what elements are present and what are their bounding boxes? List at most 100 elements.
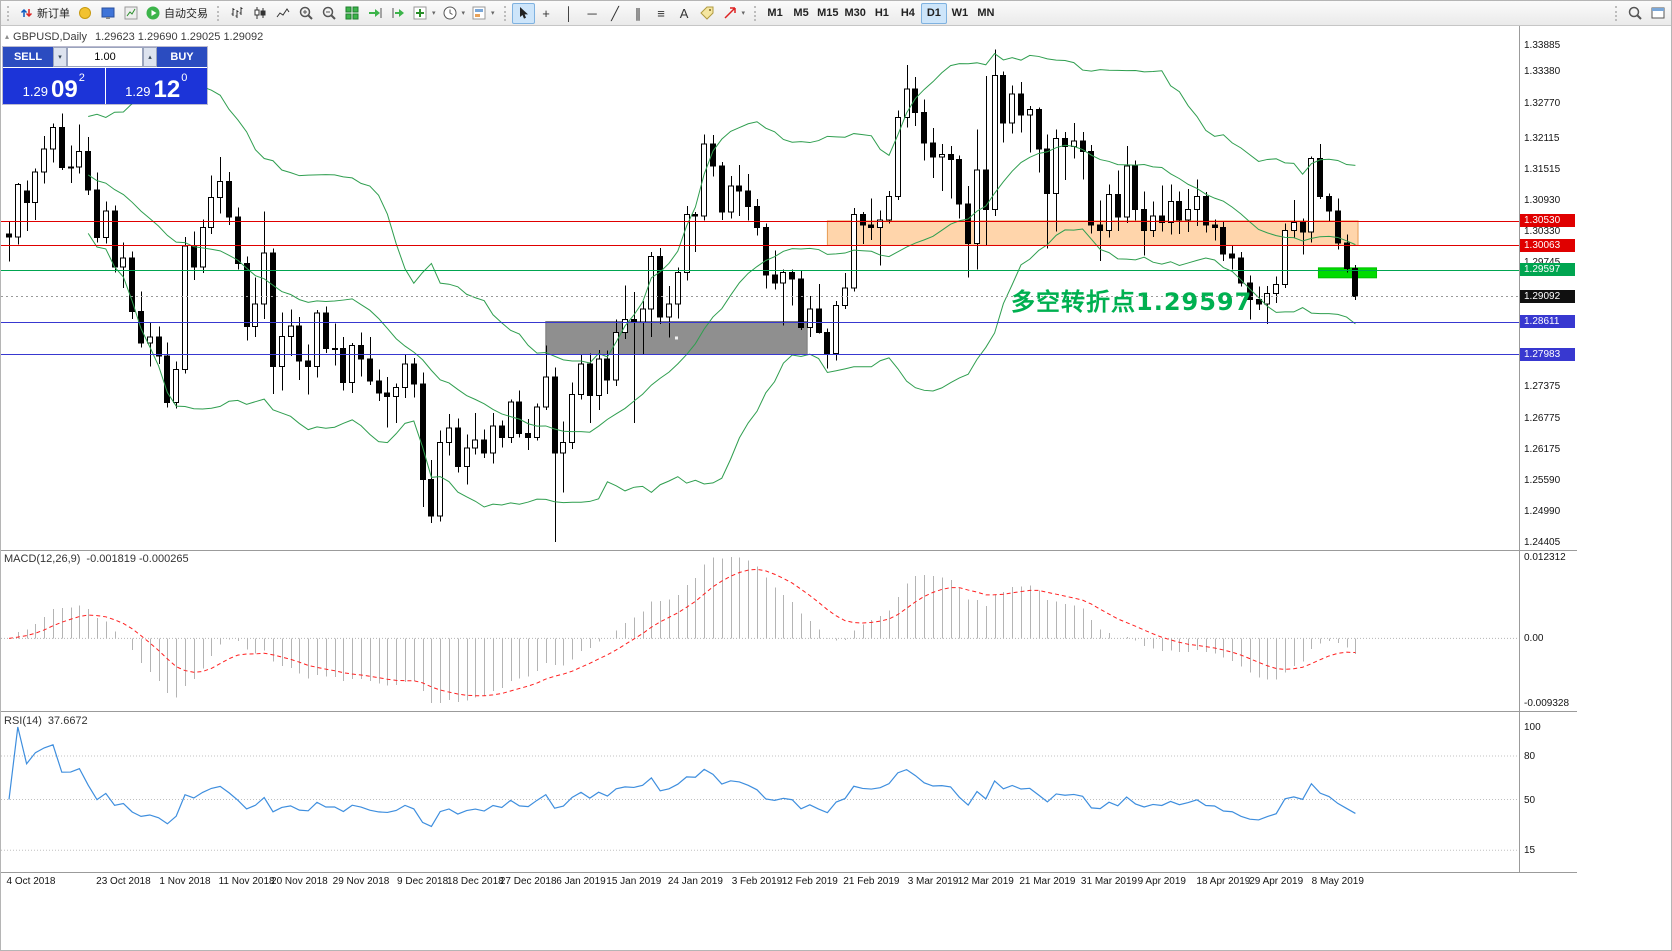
chart-window-button[interactable] <box>1646 3 1669 24</box>
templates-button[interactable]: ▾ <box>468 3 498 24</box>
toolbar-grip[interactable] <box>7 5 11 21</box>
periods-button[interactable]: ▾ <box>439 3 469 24</box>
tf-d1-button[interactable]: D1 <box>920 2 947 24</box>
tf-w1-button-label: W1 <box>951 7 969 19</box>
price-axis-label: 1.27375 <box>1524 381 1561 393</box>
auto-scroll-button[interactable] <box>363 3 386 24</box>
sell-price[interactable]: 1.29 09 2 <box>3 68 105 104</box>
tf-m30-button-label: M30 <box>844 7 866 19</box>
tile-icon <box>344 5 360 21</box>
panel-separators[interactable] <box>1 26 1577 873</box>
buy-price-sub: 0 <box>181 72 188 84</box>
strategy-tester-button[interactable] <box>119 3 142 24</box>
price-marker[interactable]: 1.27983 <box>1520 347 1575 361</box>
tf-m30-button[interactable]: M30 <box>841 3 868 24</box>
chart-annotation[interactable]: 多空转折点1.29597 <box>1011 288 1253 316</box>
tf-m15-button[interactable]: M15 <box>814 3 841 24</box>
crosshair-button[interactable]: + <box>535 3 558 24</box>
horizontal-lines[interactable] <box>1 221 1519 355</box>
autotrading-button[interactable]: 自动交易 <box>142 3 211 24</box>
metaeditor-button[interactable] <box>73 3 96 24</box>
tf-d1-button-label: D1 <box>926 7 941 19</box>
vertical-line-icon: │ <box>564 5 574 21</box>
one-click-collapse-icon[interactable]: ▴ <box>5 32 10 41</box>
macd-signal-line <box>8 568 1356 697</box>
toolbar-group-chart-tools: ▾ ▾ ▾ <box>213 2 500 25</box>
rsi-scale-label: 50 <box>1524 794 1536 806</box>
bollinger-bands <box>87 52 1356 508</box>
tf-mn-button-label: MN <box>977 7 995 19</box>
crosshair-icon: + <box>542 5 550 21</box>
zoom-out-icon <box>321 5 337 21</box>
price-marker[interactable]: 1.30063 <box>1520 238 1575 252</box>
trendline-button[interactable]: ╱ <box>604 3 627 24</box>
autotrading-icon <box>145 5 161 21</box>
price-marker[interactable]: 1.29597 <box>1520 263 1575 277</box>
chart-window[interactable]: ▴ GBPUSD,Daily 1.29623 1.29690 1.29025 1.2… <box>1 26 1577 892</box>
time-axis[interactable]: 4 Oct 2018 23 Oct 2018 1 Nov 2018 11 Nov 20… <box>1 873 1577 892</box>
text-label-button[interactable] <box>696 3 719 24</box>
toolbar-grip[interactable] <box>503 5 508 21</box>
bar-chart-button[interactable] <box>225 3 248 24</box>
time-axis-label: 9 Dec 2018 <box>397 876 449 887</box>
text-button[interactable]: A <box>673 3 696 24</box>
rsi-levels <box>1 755 1519 851</box>
price-marker[interactable]: 1.28611 <box>1520 315 1575 329</box>
buy-button[interactable]: BUY <box>157 47 207 67</box>
candlestick-chart-button[interactable] <box>248 3 271 24</box>
horizontal-line-button[interactable]: ─ <box>581 3 604 24</box>
channel-icon: ∥ <box>634 5 642 21</box>
tf-h1-button[interactable]: H1 <box>869 3 895 24</box>
toolbar-grip[interactable] <box>217 5 221 21</box>
price-marker[interactable]: 1.29092 <box>1520 289 1575 303</box>
zoom-out-button[interactable] <box>317 3 340 24</box>
line-chart-button[interactable] <box>271 3 294 24</box>
arrows-button[interactable]: ▾ <box>719 3 749 24</box>
indicators-button[interactable]: ▾ <box>409 3 439 24</box>
chart-rectangles-front[interactable] <box>545 267 1378 355</box>
time-axis-label: 3 Feb 2019 <box>731 876 783 887</box>
tf-m1-button-label: M1 <box>767 7 783 19</box>
macd-name: MACD(12,26,9) <box>4 553 81 565</box>
new-order-button[interactable]: 新订单 <box>15 3 73 24</box>
price-axis-label: 1.26775 <box>1524 412 1561 424</box>
time-axis-label: 21 Feb 2019 <box>843 876 900 887</box>
time-axis-label: 27 Dec 2018 <box>499 876 557 887</box>
tf-h4-button[interactable]: H4 <box>895 3 921 24</box>
tf-w1-button[interactable]: W1 <box>947 3 973 24</box>
toolbar-grip[interactable] <box>1615 5 1619 21</box>
toolbar-grip[interactable] <box>754 5 758 21</box>
tf-mn-button[interactable]: MN <box>973 3 999 24</box>
time-axis-label: 18 Apr 2019 <box>1196 876 1251 887</box>
volume-input[interactable]: 1.00 <box>67 47 143 67</box>
tf-m5-button[interactable]: M5 <box>788 3 814 24</box>
search-button[interactable] <box>1623 3 1646 24</box>
price-axis-label: 1.31515 <box>1524 164 1561 176</box>
vertical-line-button[interactable]: │ <box>558 3 581 24</box>
autoscroll-icon <box>367 5 383 21</box>
chart-shift-button[interactable] <box>386 3 409 24</box>
indicators-icon <box>412 5 428 21</box>
volume-down-button[interactable]: ▾ <box>53 47 67 67</box>
fibonacci-icon: ≡ <box>657 5 665 21</box>
channel-button[interactable]: ∥ <box>627 3 650 24</box>
time-axis-label: 23 Oct 2018 <box>96 876 151 887</box>
price-marker[interactable]: 1.30530 <box>1520 214 1575 228</box>
sell-price-big: 1.29 <box>22 83 48 99</box>
chart-canvas[interactable] <box>1 26 1577 892</box>
time-axis-label: 9 Apr 2019 <box>1137 876 1186 887</box>
tile-windows-button[interactable] <box>340 3 363 24</box>
fibonacci-button[interactable]: ≡ <box>650 3 673 24</box>
terminal-button[interactable] <box>96 3 119 24</box>
sell-button[interactable]: SELL <box>3 47 53 67</box>
chevron-down-icon: ▾ <box>741 10 746 17</box>
rsi-scale-label: 15 <box>1524 845 1536 857</box>
volume-up-button[interactable]: ▴ <box>143 47 157 67</box>
buy-price-pips: 12 <box>153 76 181 104</box>
price-axis[interactable]: 1.33885 1.33380 1.32770 1.32115 1.31515 1.309… <box>1520 26 1577 873</box>
tf-m1-button[interactable]: M1 <box>762 3 788 24</box>
buy-price[interactable]: 1.29 12 0 <box>105 68 207 104</box>
zoom-in-button[interactable] <box>294 3 317 24</box>
toolbar: 新订单 自动交易 ▾ ▾ ▾ + │ ─ ╱ ∥ ≡ A ▾ M1 M5 M15 M30 H1 H4 D1 W1 MN <box>1 1 1671 26</box>
cursor-button[interactable] <box>511 2 535 24</box>
